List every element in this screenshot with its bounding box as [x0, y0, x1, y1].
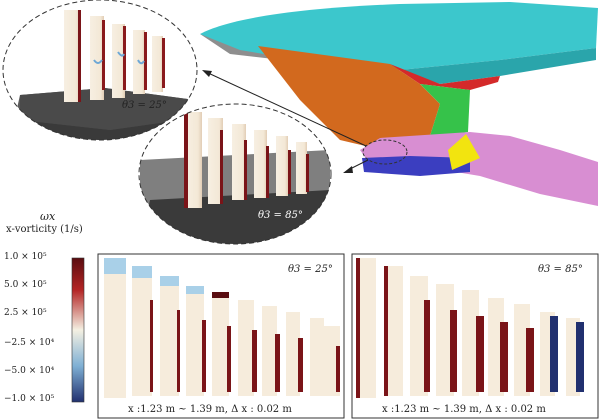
zoom-top: [2, 0, 198, 141]
colorbar-symbol: ωx: [40, 210, 56, 223]
wing-trailing-edge: [400, 48, 596, 84]
panel-right: [351, 253, 599, 419]
slice-strips-left: [104, 258, 340, 398]
colorbar-tick-1: 1.0 × 10⁵: [4, 252, 47, 262]
colorbar-tick-6: −1.0 × 10⁵: [4, 394, 55, 404]
green-surface: [390, 64, 470, 136]
vortex-strips-top: [64, 10, 165, 102]
colorbar-tick-2: 5.0 × 10⁵: [4, 280, 47, 290]
panel-left: [97, 253, 345, 419]
blue-surface: [362, 156, 470, 176]
aircraft-geometry: [200, 2, 598, 206]
arrow-to-top-zoom: [205, 71, 367, 147]
arrow-head-bottom: [343, 166, 353, 173]
slice-strips-right: [356, 258, 584, 398]
zoom-top-angle-label: θ3 = 25°: [122, 100, 167, 111]
vortex-strips-bottom: [184, 112, 309, 208]
orange-flap: [258, 46, 440, 148]
panel-left-caption: x :1.23 m ~ 1.39 m, Δ x : 0.02 m: [128, 404, 292, 415]
red-surface: [390, 64, 500, 90]
panel-left-angle-label: θ3 = 25°: [288, 264, 333, 275]
yellow-surface: [448, 134, 480, 170]
colorbar-tick-3: 2.5 × 10⁵: [4, 308, 47, 318]
colorbar-tick-4: −2.5 × 10⁴: [4, 338, 55, 348]
zoom-bottom: [138, 103, 332, 245]
colorbar: [71, 257, 85, 403]
panel-right-angle-label: θ3 = 85°: [538, 264, 583, 275]
panel-right-caption: x :1.23 m ~ 1.39 m, Δ x : 0.02 m: [382, 404, 546, 415]
zoom-bottom-angle-label: θ3 = 85°: [258, 210, 303, 221]
arrow-head-top: [202, 70, 212, 77]
pink-body: [360, 132, 598, 206]
colorbar-title: x-vorticity (1/s): [6, 224, 83, 235]
colorbar-tick-5: −5.0 × 10⁴: [4, 366, 55, 376]
colorbar-gradient: [71, 257, 85, 403]
zoom-target-ellipse: [362, 139, 408, 165]
zoom-arrows: [202, 70, 369, 173]
